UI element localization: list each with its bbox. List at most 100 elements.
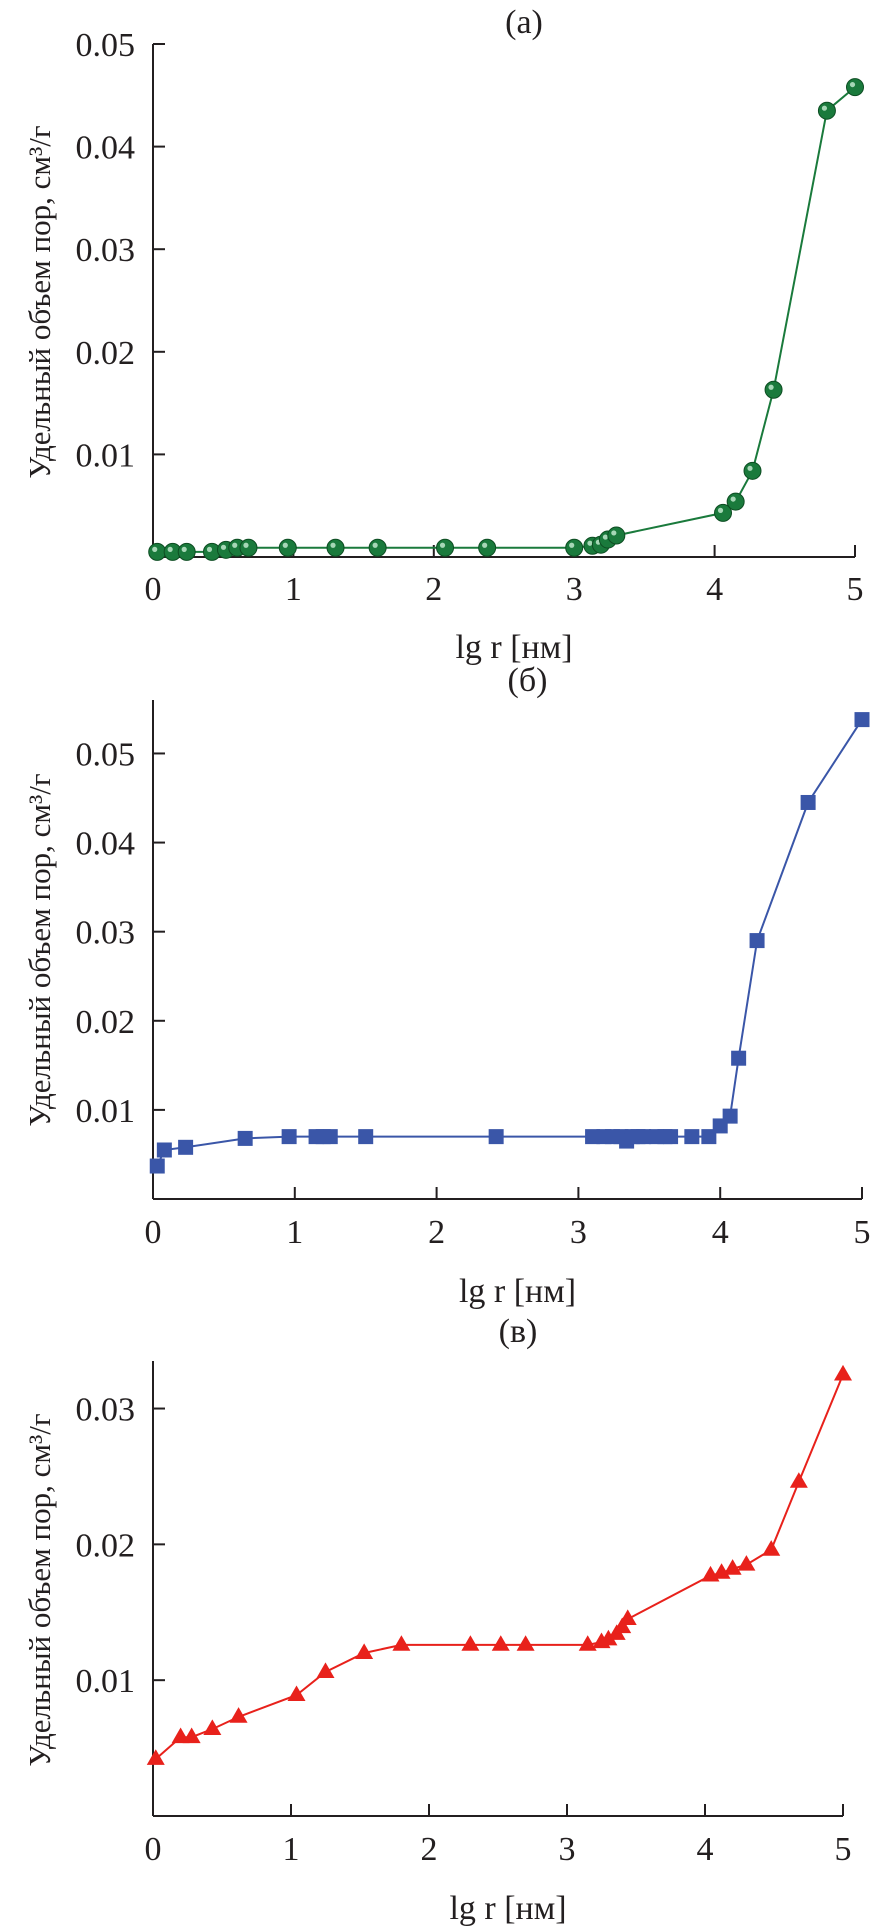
x-tick-label: 1 (283, 1831, 300, 1868)
y-tick-label: 0.01 (76, 1663, 136, 1700)
x-tick-label: 2 (428, 1214, 445, 1251)
data-point-highlight (717, 507, 724, 513)
x-tick-label: 1 (286, 1214, 303, 1251)
data-point (726, 492, 745, 511)
data-point (177, 542, 196, 561)
data-point (722, 1108, 738, 1124)
y-tick-label: 0.03 (76, 1392, 136, 1429)
data-point (731, 1050, 747, 1066)
data-point-highlight (181, 546, 187, 552)
x-tick-label: 3 (559, 1831, 576, 1868)
y-tick-label: 0.01 (76, 1093, 136, 1130)
data-point-highlight (821, 105, 828, 111)
y-tick-label: 0.05 (76, 27, 136, 64)
data-point (684, 1129, 700, 1145)
data-point (281, 1129, 297, 1145)
panel-a: (а) 0 1 2 3 4 5 0.01 0.02 0.03 0.04 0.05 lg r [нм] Уд… (22, 4, 864, 666)
panel-title: (в) (499, 1313, 538, 1350)
data-point (368, 538, 387, 557)
data-point-highlight (220, 544, 227, 550)
data-point-highlight (849, 81, 856, 88)
y-tick-label: 0.03 (76, 915, 136, 952)
data-point (762, 1540, 781, 1556)
data-point-highlight (206, 546, 213, 552)
panel-title: (б) (508, 662, 548, 699)
data-point (148, 542, 167, 561)
data-point (800, 794, 816, 810)
y-tick-label: 0.03 (76, 232, 136, 269)
data-point (239, 538, 258, 557)
data-point (358, 1129, 374, 1145)
y-axis-label: Удельный объем пор, см³/г (22, 773, 57, 1126)
data-point (749, 933, 765, 949)
x-tick-label: 4 (712, 1214, 729, 1251)
data-point (789, 1472, 808, 1488)
x-tick-label: 0 (145, 1831, 162, 1868)
panel-c: (в) 0 1 2 3 4 5 0.01 0.02 0.03 lg r [нм] Удельный о… (22, 1313, 852, 1927)
data-point (182, 1727, 201, 1744)
x-axis-label: lg r [нм] (449, 1890, 566, 1927)
data-point (316, 1662, 335, 1678)
x-tick-label: 2 (421, 1831, 438, 1868)
x-tick-label: 0 (145, 571, 162, 608)
y-axis-label: Удельный объем пор, см³/г (22, 1413, 57, 1766)
y-tick-label: 0.01 (76, 437, 136, 474)
x-tick-label: 5 (854, 1214, 871, 1251)
x-tick-label: 2 (425, 571, 442, 608)
data-point-highlight (372, 542, 378, 548)
data-point (146, 1749, 165, 1765)
data-point (663, 1129, 679, 1145)
data-point (636, 1129, 652, 1145)
data-point (278, 538, 297, 557)
data-point (854, 712, 870, 728)
data-point-highlight (482, 542, 488, 548)
data-point-highlight (587, 540, 593, 546)
x-tick-label: 5 (835, 1831, 852, 1868)
x-tick-label: 3 (566, 571, 583, 608)
x-tick-label: 3 (570, 1214, 587, 1251)
data-point (516, 1635, 535, 1651)
data-point (764, 380, 783, 399)
data-point-highlight (152, 546, 158, 552)
panel-title: (а) (505, 4, 543, 41)
data-point (578, 1635, 597, 1651)
data-point-highlight (611, 530, 617, 536)
data-point (237, 1130, 253, 1146)
data-point-highlight (282, 542, 288, 548)
data-point (322, 1129, 338, 1145)
x-tick-label: 1 (285, 571, 302, 608)
data-point-highlight (243, 542, 249, 548)
data-point (743, 461, 762, 480)
data-point (817, 101, 836, 120)
data-point (491, 1635, 510, 1651)
data-point-highlight (768, 384, 774, 390)
x-axis-label: lg r [нм] (455, 629, 572, 666)
data-point (488, 1129, 504, 1145)
data-point (618, 1609, 637, 1625)
x-tick-label: 5 (847, 571, 864, 608)
x-tick-label: 4 (706, 571, 723, 608)
data-point (203, 1719, 222, 1735)
data-point (607, 526, 626, 545)
data-point (585, 1129, 601, 1145)
data-point-highlight (730, 496, 736, 502)
data-point (723, 1559, 742, 1575)
y-tick-label: 0.02 (76, 1527, 136, 1564)
data-point-highlight (747, 465, 753, 471)
y-tick-label: 0.04 (76, 826, 136, 863)
data-point-highlight (569, 542, 575, 548)
data-point (565, 538, 584, 557)
data-point (834, 1364, 852, 1381)
y-tick-label: 0.05 (76, 736, 136, 773)
series-line (157, 86, 856, 553)
x-tick-label: 4 (697, 1831, 714, 1868)
y-tick-label: 0.04 (76, 130, 136, 167)
y-tick-label: 0.02 (76, 1004, 136, 1041)
data-point (712, 1563, 731, 1579)
data-point (613, 1617, 632, 1634)
data-point (326, 538, 345, 557)
data-point (461, 1635, 480, 1651)
data-point (287, 1685, 306, 1702)
data-point-highlight (232, 542, 238, 548)
